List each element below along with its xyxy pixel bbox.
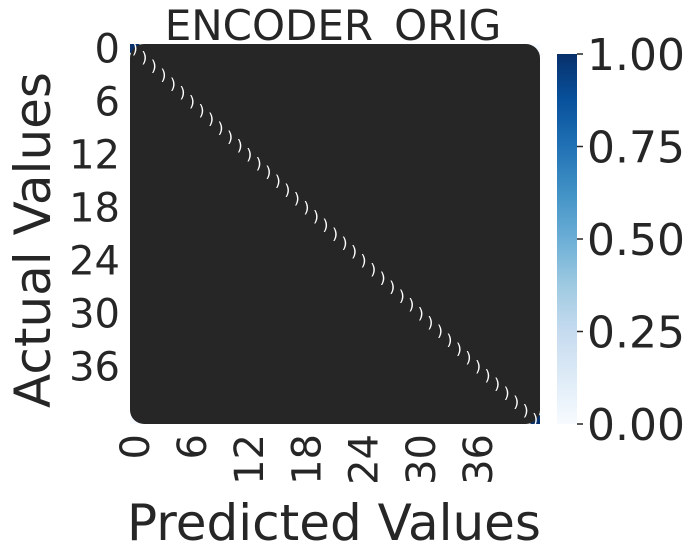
diagonal-annotation: ) [370, 260, 376, 278]
diagonal-annotation: ) [227, 128, 233, 146]
diagonal-annotation: ) [446, 331, 452, 349]
diagonal-annotation: ) [399, 287, 405, 305]
x-axis-ticks: 0 6 12 18 24 30 36 [113, 434, 502, 485]
y-tick-label: 6 [95, 79, 120, 125]
diagonal-annotation: ) [132, 39, 138, 57]
diagonal-annotation: ) [437, 322, 443, 340]
x-axis-label: Predicted Values [127, 494, 541, 552]
x-tick-label: 36 [456, 434, 502, 485]
chart-title: ENCODER_ORIG [165, 1, 502, 50]
y-tick-label: 30 [69, 292, 120, 338]
colorbar [557, 54, 577, 424]
x-tick-label: 12 [227, 434, 273, 485]
diagonal-annotation: ) [265, 163, 271, 181]
colorbar-tick-label: 0.50 [587, 215, 685, 266]
diagonal-annotation: ) [532, 411, 538, 429]
colorbar-tick-label: 0.00 [587, 400, 685, 451]
diagonal-annotation: ) [275, 172, 281, 190]
diagonal-annotation: ) [323, 216, 329, 234]
diagonal-annotations: ))))))))))))))))))))))))))))))))))))))))… [132, 39, 538, 428]
x-tick-label: 24 [342, 434, 388, 485]
y-axis-label: Actual Values [4, 72, 62, 408]
y-axis-ticks: 0 6 12 18 24 30 36 [69, 26, 120, 390]
diagonal-annotation: ) [351, 243, 357, 261]
diagonal-annotation: ) [170, 75, 176, 93]
colorbar-tick-label: 1.00 [587, 30, 685, 81]
y-tick-label: 0 [95, 26, 120, 72]
x-tick-label: 6 [170, 434, 216, 459]
diagonal-annotation: ) [361, 252, 367, 270]
diagonal-annotation: ) [199, 101, 205, 119]
diagonal-annotation: ) [180, 84, 186, 102]
y-tick-label: 36 [69, 345, 120, 391]
diagonal-annotation: ) [189, 92, 195, 110]
diagonal-annotation: ) [523, 402, 529, 420]
diagonal-annotation: ) [332, 225, 338, 243]
diagonal-annotation: ) [513, 393, 519, 411]
diagonal-annotation: ) [141, 48, 147, 66]
diagonal-annotation: ) [303, 198, 309, 216]
y-tick-label: 12 [69, 132, 120, 178]
heatmap: ))))))))))))))))))))))))))))))))))))))))… [130, 39, 540, 429]
x-tick-label: 30 [399, 434, 445, 485]
diagonal-annotation: ) [246, 145, 252, 163]
colorbar-ticks: 0.00 0.25 0.50 0.75 1.00 [577, 30, 685, 451]
diagonal-annotation: ) [494, 375, 500, 393]
diagonal-annotation: ) [427, 313, 433, 331]
diagonal-annotation: ) [475, 358, 481, 376]
diagonal-annotation: ) [237, 137, 243, 155]
diagonal-annotation: ) [256, 154, 262, 172]
diagonal-annotation: ) [294, 190, 300, 208]
y-tick-label: 18 [69, 185, 120, 231]
diagonal-annotation: ) [208, 110, 214, 128]
diagonal-annotation: ) [504, 384, 510, 402]
cell-annotations [130, 44, 540, 424]
x-tick-label: 0 [113, 434, 159, 459]
diagonal-annotation: ) [342, 234, 348, 252]
diagonal-annotation: ) [313, 207, 319, 225]
diagonal-annotation: ) [456, 340, 462, 358]
diagonal-annotation: ) [284, 181, 290, 199]
diagonal-annotation: ) [418, 305, 424, 323]
colorbar-tick-label: 0.75 [587, 123, 685, 174]
diagonal-annotation: ) [485, 366, 491, 384]
diagonal-annotation: ) [160, 66, 166, 84]
diagonal-annotation: ) [389, 278, 395, 296]
diagonal-annotation: ) [380, 269, 386, 287]
x-tick-label: 18 [284, 434, 330, 485]
colorbar-tick-label: 0.25 [587, 308, 685, 359]
y-tick-label: 24 [69, 239, 120, 285]
diagonal-annotation: ) [151, 57, 157, 75]
diagonal-annotation: ) [218, 119, 224, 137]
diagonal-annotation: ) [466, 349, 472, 367]
diagonal-annotation: ) [408, 296, 414, 314]
